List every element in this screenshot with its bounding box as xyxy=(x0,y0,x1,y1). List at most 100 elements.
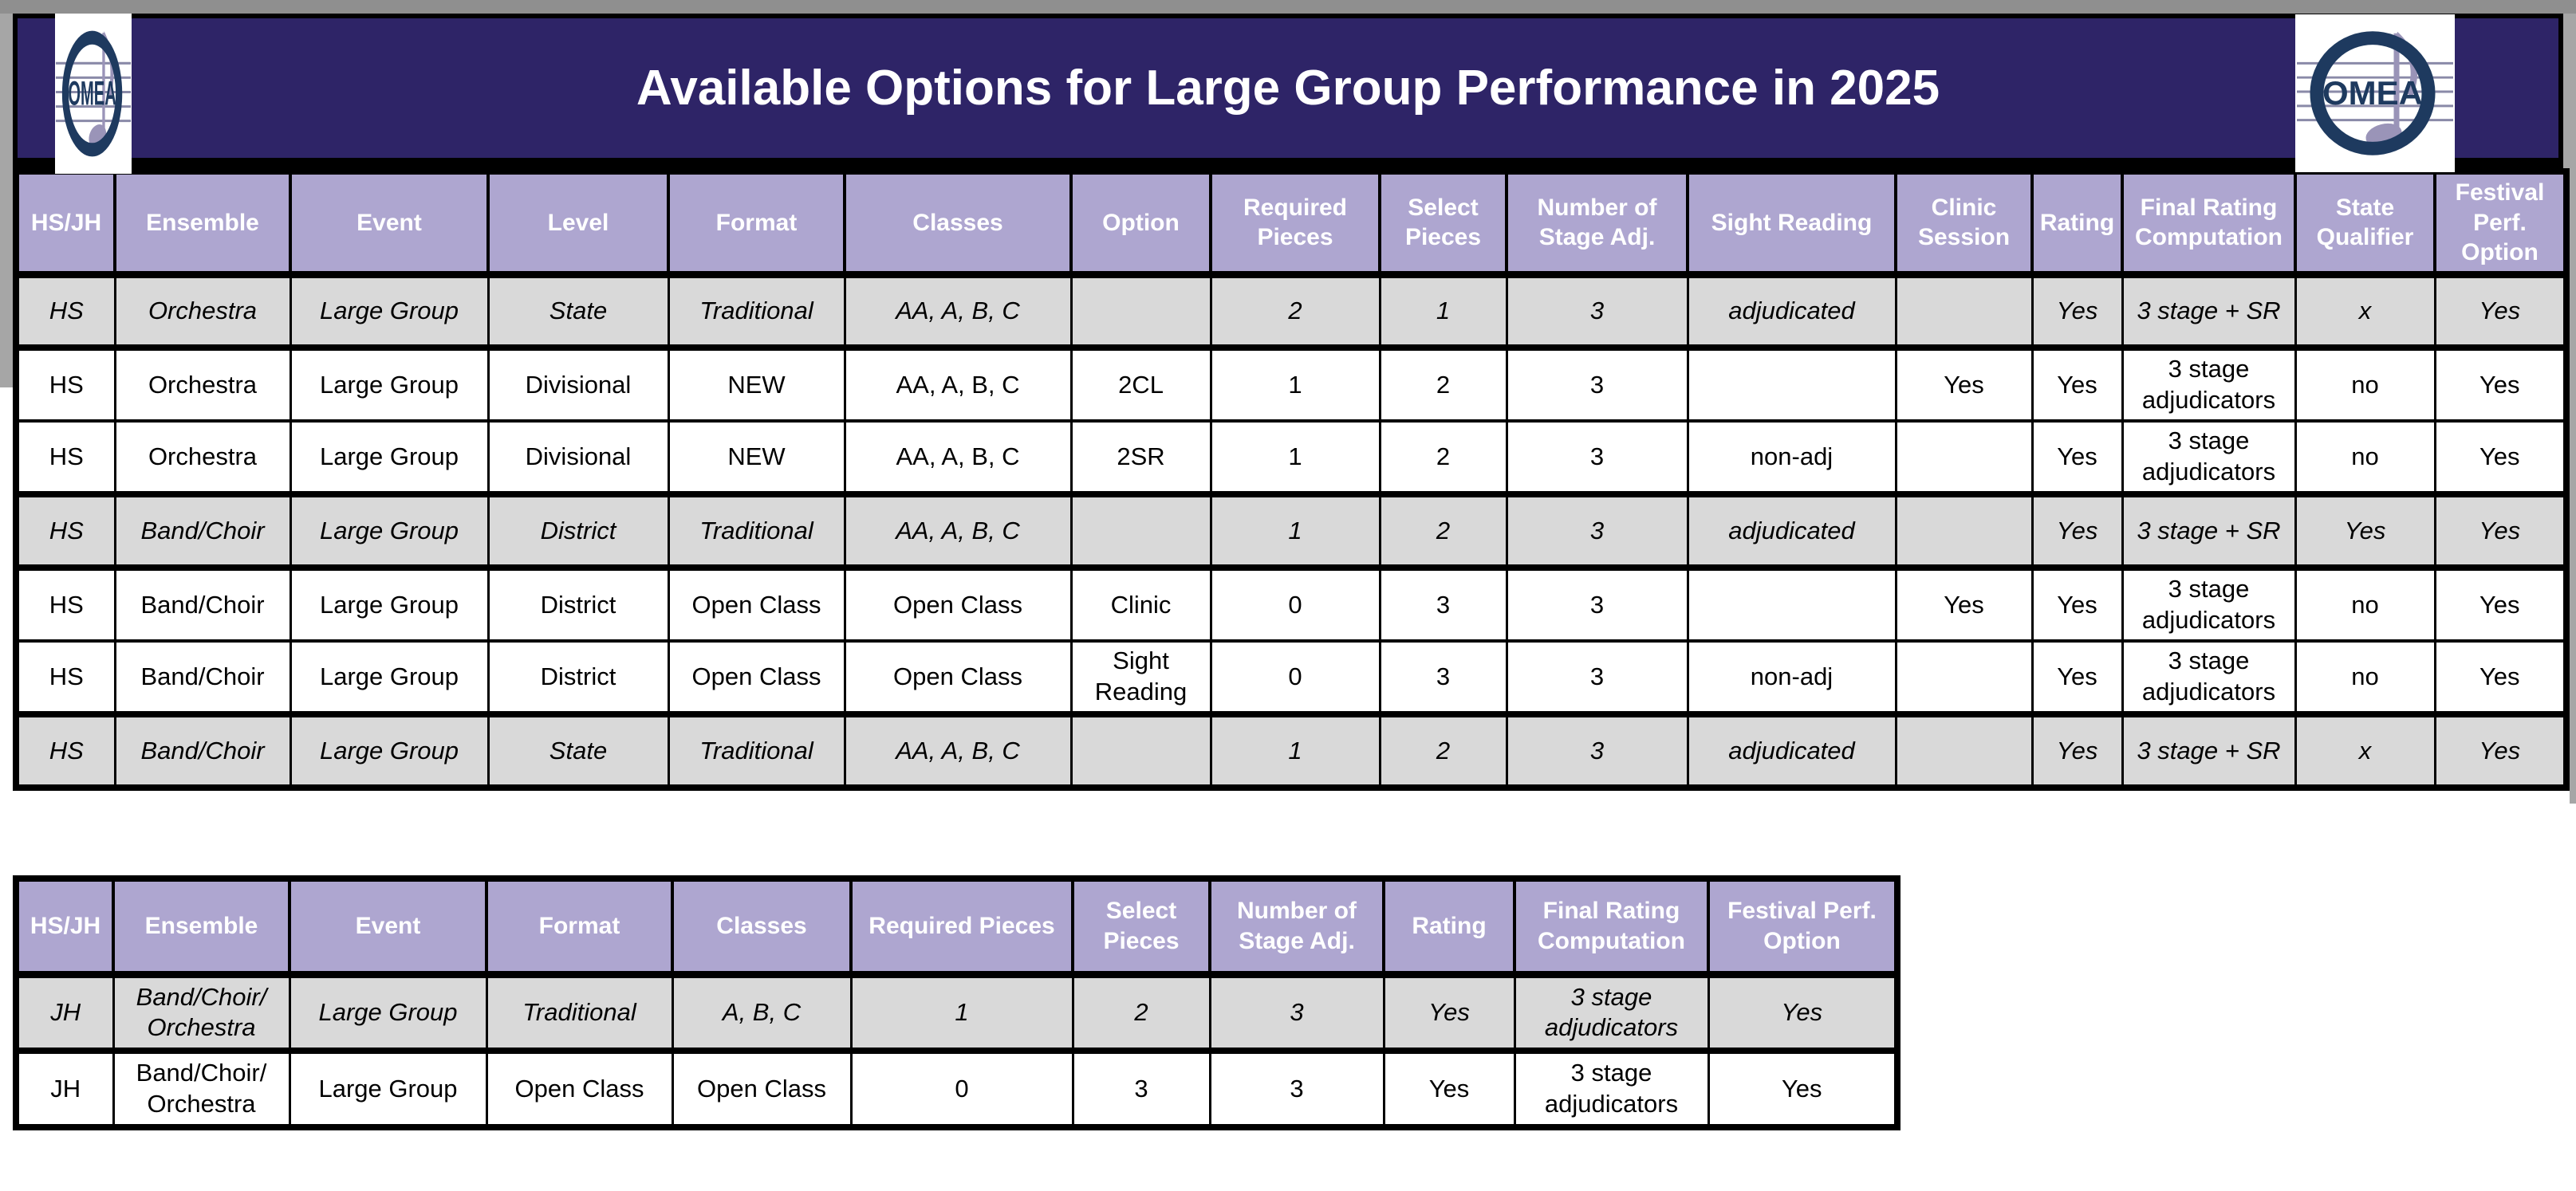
logo-text: OMEA xyxy=(68,76,116,113)
cell: Open Class xyxy=(667,639,846,716)
cell: HS xyxy=(14,346,116,423)
cell: JH xyxy=(14,1049,115,1129)
column-header: Required Pieces xyxy=(1209,170,1381,278)
cell xyxy=(1894,639,2034,716)
column-header: Final Rating Computation xyxy=(1513,877,1710,978)
cell: 2 xyxy=(1378,711,1508,791)
cell: 0 xyxy=(849,1049,1074,1129)
column-header: Level xyxy=(486,170,670,278)
cell: 1 xyxy=(1209,491,1381,571)
column-header: Select Pieces xyxy=(1071,877,1211,978)
cell: 1 xyxy=(1209,711,1381,791)
omea-logo-graphic: OMEA xyxy=(55,14,132,174)
cell: A, B, C xyxy=(671,971,853,1054)
cell: Traditional xyxy=(667,271,846,351)
column-header: Ensemble xyxy=(113,170,292,278)
cell: Large Group xyxy=(288,971,488,1054)
cell: HS xyxy=(14,419,116,496)
cell: adjudicated xyxy=(1686,711,1897,791)
table-row: HS Orchestra Large Group Divisional NEW AA, A… xyxy=(14,346,2568,423)
cell: Open Class xyxy=(843,639,1073,716)
cell: 2SR xyxy=(1069,419,1212,496)
column-header: Number of Stage Adj. xyxy=(1208,877,1385,978)
cell: HS xyxy=(14,711,116,791)
cell: Band/Choir xyxy=(113,711,292,791)
cell: Yes xyxy=(2030,419,2124,496)
cell: Large Group xyxy=(288,1049,488,1129)
cell: Yes xyxy=(1707,971,1899,1054)
table-row: HS Orchestra Large Group Divisional NEW AA, A… xyxy=(14,419,2568,496)
cell: 2 xyxy=(1209,271,1381,351)
column-header: Classes xyxy=(671,877,853,978)
column-header: Clinic Session xyxy=(1894,170,2034,278)
cell: 3 stage adjudicators xyxy=(2121,639,2297,716)
cell: 3 xyxy=(1208,971,1385,1054)
table-row: JH Band/Choir/ Orchestra Large Group Open C… xyxy=(14,1049,1899,1129)
cell: Yes xyxy=(2433,346,2568,423)
cell: Yes xyxy=(1382,1049,1516,1129)
cell: 3 xyxy=(1071,1049,1211,1129)
cell: Yes xyxy=(2433,419,2568,496)
page-bottom-strip xyxy=(0,0,2576,14)
cell: Band/Choir/ Orchestra xyxy=(112,971,291,1054)
column-header: Event xyxy=(288,877,488,978)
cell: Open Class xyxy=(843,566,1073,643)
hs-options-table: HS/JH Ensemble Event Level Format Classes Opti… xyxy=(13,168,2570,791)
column-header: Festival Perf. Option xyxy=(2433,170,2568,278)
column-header: Number of Stage Adj. xyxy=(1505,170,1689,278)
cell: 3 xyxy=(1505,491,1689,571)
cell: 3 xyxy=(1505,639,1689,716)
cell: NEW xyxy=(667,419,846,496)
column-header: Event xyxy=(289,170,490,278)
cell: State xyxy=(486,711,670,791)
cell: 2 xyxy=(1378,419,1508,496)
cell: no xyxy=(2294,566,2436,643)
cell: AA, A, B, C xyxy=(843,346,1073,423)
logo-text: OMEA xyxy=(2322,74,2423,112)
omea-logo-right: OMEA xyxy=(2295,14,2455,172)
column-header: Rating xyxy=(2030,170,2124,278)
column-header: Festival Perf. Option xyxy=(1707,877,1899,978)
cell: 3 xyxy=(1505,271,1689,351)
cell: Yes xyxy=(1894,346,2034,423)
cell: Clinic xyxy=(1069,566,1212,643)
cell: Large Group xyxy=(289,639,490,716)
cell: 3 xyxy=(1208,1049,1385,1129)
cell: Band/Choir xyxy=(113,566,292,643)
header-row: HS/JH Ensemble Event Format Classes Required … xyxy=(14,877,1899,978)
cell xyxy=(1894,419,2034,496)
cell: Orchestra xyxy=(113,346,292,423)
cell: adjudicated xyxy=(1686,271,1897,351)
cell: 3 stage + SR xyxy=(2121,711,2297,791)
cell: x xyxy=(2294,271,2436,351)
cell xyxy=(1069,711,1212,791)
column-header: Select Pieces xyxy=(1378,170,1508,278)
cell: 1 xyxy=(849,971,1074,1054)
cell: 2 xyxy=(1071,971,1211,1054)
cell: 3 xyxy=(1378,566,1508,643)
cell: Traditional xyxy=(667,711,846,791)
cell: 3 xyxy=(1505,566,1689,643)
cell: Large Group xyxy=(289,491,490,571)
cell: Band/Choir/ Orchestra xyxy=(112,1049,291,1129)
cell: Yes xyxy=(2030,491,2124,571)
cell: State xyxy=(486,271,670,351)
cell: Yes xyxy=(2030,711,2124,791)
table-row: HS Band/Choir Large Group State Traditional A… xyxy=(14,711,2568,791)
cell: 3 stage + SR xyxy=(2121,271,2297,351)
cell: 2CL xyxy=(1069,346,1212,423)
cell: Large Group xyxy=(289,711,490,791)
cell: HS xyxy=(14,271,116,351)
page-right-margin xyxy=(2570,44,2576,804)
column-header: Ensemble xyxy=(112,877,291,978)
cell: Orchestra xyxy=(113,271,292,351)
cell: Band/Choir xyxy=(113,491,292,571)
cell: Band/Choir xyxy=(113,639,292,716)
cell: Open Class xyxy=(667,566,846,643)
cell: non-adj xyxy=(1686,419,1897,496)
cell: 3 stage adjudicators xyxy=(2121,419,2297,496)
table-row: JH Band/Choir/ Orchestra Large Group Tradit… xyxy=(14,971,1899,1054)
cell: AA, A, B, C xyxy=(843,271,1073,351)
cell: 3 xyxy=(1505,419,1689,496)
logo-ring xyxy=(61,30,123,157)
